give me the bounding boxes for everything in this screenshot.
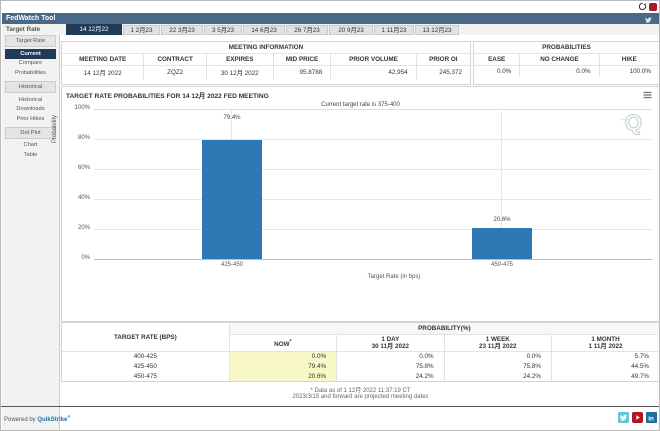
svg-text:in: in (648, 415, 654, 422)
